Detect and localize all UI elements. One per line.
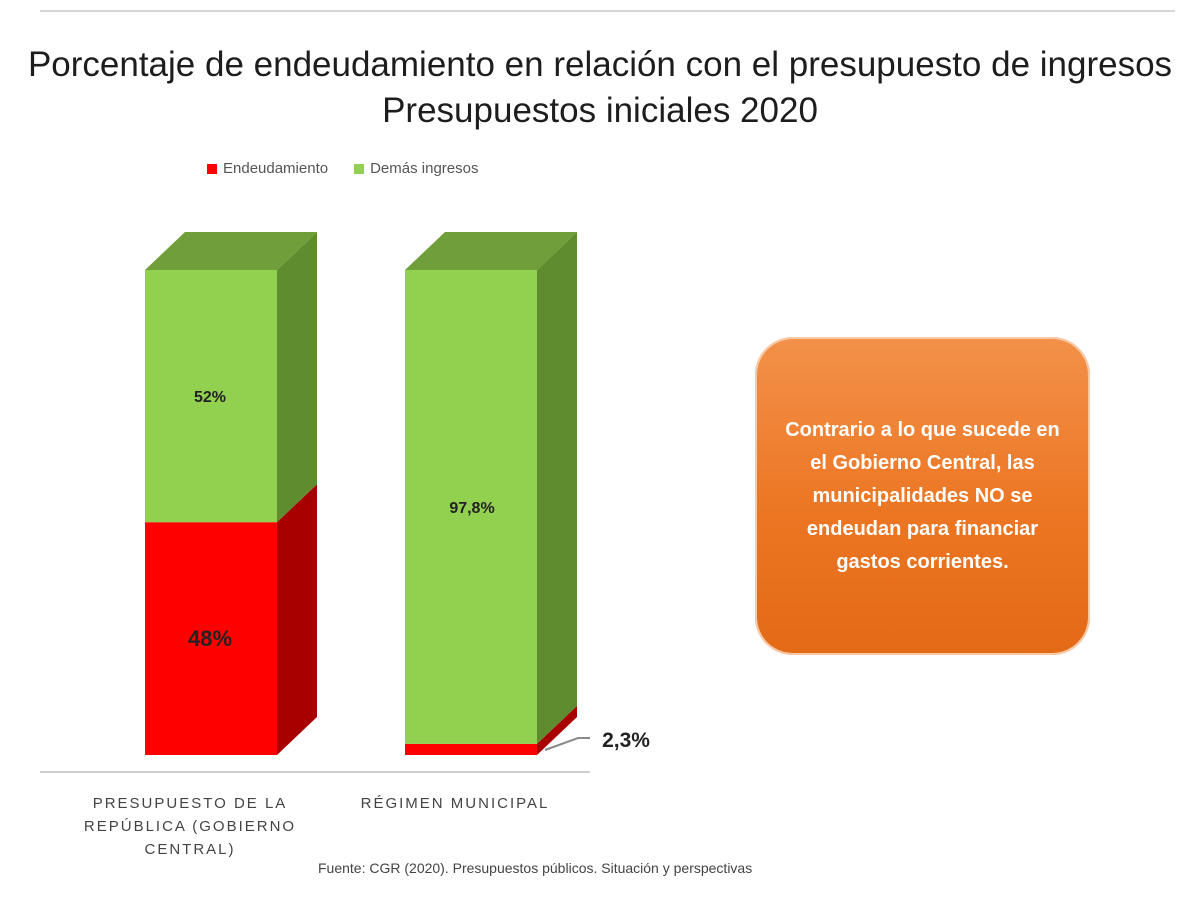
- legend-swatch-endeudamiento: [207, 163, 217, 174]
- bar-0-dem-s-ingresos-side: [277, 232, 317, 523]
- data-label-gobierno-endeudamiento: 48%: [188, 626, 232, 651]
- bar-1-dem-s-ingresos-top: [405, 232, 577, 270]
- legend-label-demas-ingresos: Demás ingresos: [370, 160, 479, 177]
- bar-0-dem-s-ingresos-front: [145, 270, 277, 523]
- bar-1-endeudamiento-side: [537, 705, 577, 755]
- category-label-regimen-municipal: RÉGIMEN MUNICIPAL: [360, 795, 550, 812]
- bar-0-endeudamiento-side: [277, 484, 317, 755]
- legend-item-endeudamiento: Endeudamiento: [207, 160, 328, 177]
- top-divider: [40, 10, 1175, 12]
- data-label-gobierno-demas-ingresos: 52%: [194, 389, 226, 406]
- bar-1-dem-s-ingresos-front: [405, 270, 537, 744]
- chart-legend: Endeudamiento Demás ingresos: [207, 160, 478, 177]
- bar-1-dem-s-ingresos-side: [537, 232, 577, 744]
- source-note: Fuente: CGR (2020). Presupuestos público…: [318, 860, 753, 876]
- legend-swatch-demas-ingresos: [354, 163, 365, 174]
- data-label-municipal-demas-ingresos: 97,8%: [449, 500, 494, 517]
- category-label-gobierno-central: PRESUPUESTO DE LA REPÚBLICA (GOBIERNO CE…: [83, 795, 297, 858]
- bar-0-dem-s-ingresos-top: [145, 232, 317, 270]
- bar-1-endeudamiento-front: [405, 743, 537, 755]
- bar-0-endeudamiento-front: [145, 522, 277, 755]
- callout-box: Contrario a lo que sucede en el Gobierno…: [755, 337, 1090, 655]
- legend-item-demas-ingresos: Demás ingresos: [354, 160, 478, 177]
- data-label-municipal-endeudamiento: 2,3%: [602, 729, 650, 752]
- leader-line-municipal: [544, 737, 590, 751]
- callout-text: Contrario a lo que sucede en el Gobierno…: [785, 418, 1060, 573]
- chart-title: Porcentaje de endeudamiento en relación …: [27, 45, 1173, 130]
- legend-label-endeudamiento: Endeudamiento: [223, 160, 329, 177]
